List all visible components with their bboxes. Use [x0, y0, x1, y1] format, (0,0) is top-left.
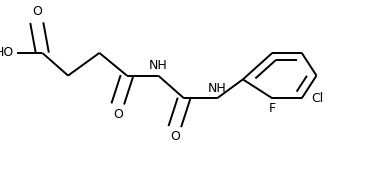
Text: HO: HO	[0, 46, 14, 59]
Text: Cl: Cl	[311, 92, 323, 105]
Text: NH: NH	[208, 81, 226, 94]
Text: O: O	[32, 5, 42, 18]
Text: O: O	[113, 108, 123, 121]
Text: F: F	[269, 102, 276, 115]
Text: NH: NH	[149, 59, 167, 72]
Text: O: O	[170, 130, 180, 143]
